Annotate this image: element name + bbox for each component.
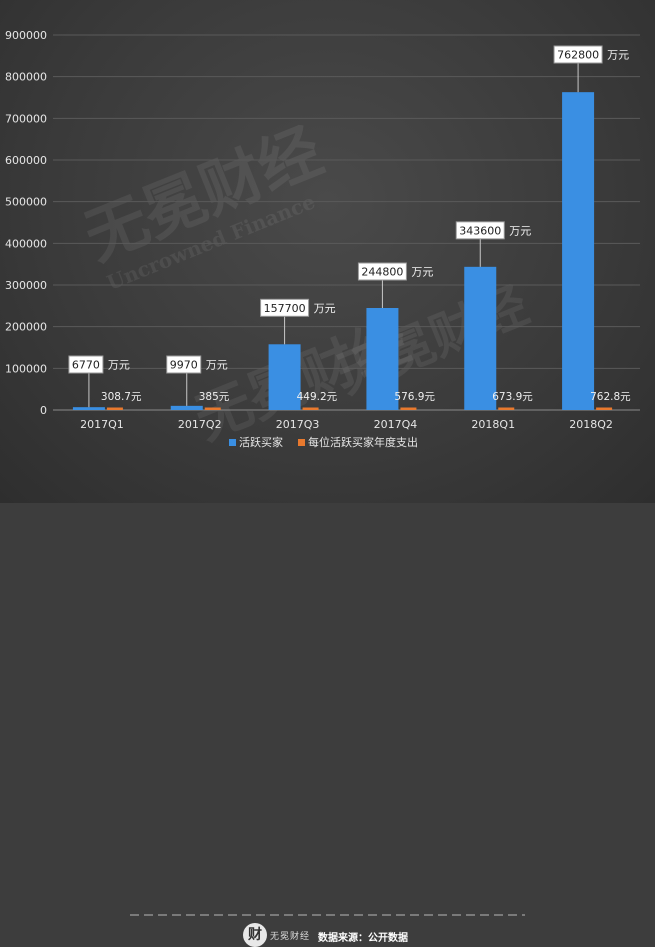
- watermark-text: 无冕财经: [329, 275, 537, 405]
- data-label-value: 157700: [264, 302, 306, 315]
- y-tick-label: 0: [40, 404, 47, 417]
- footer: 财 无冕财经 数据来源：公开数据: [0, 455, 655, 947]
- data-label-box: [357, 262, 407, 281]
- data-source-note: 数据来源：公开数据: [318, 933, 408, 944]
- bar-spend-per-buyer: [596, 407, 613, 410]
- brand-name: 无冕财经: [270, 932, 311, 942]
- y-tick-label: 900000: [5, 29, 47, 42]
- y-tick-label: 700000: [5, 112, 47, 125]
- y-tick-label: 300000: [5, 279, 47, 292]
- data-label-box: [260, 298, 310, 317]
- bar-spend-per-buyer: [106, 407, 123, 410]
- bar-active-buyers: [268, 344, 301, 410]
- y-tick-label: 100000: [5, 362, 47, 375]
- data-label-value: 343600: [459, 224, 501, 237]
- x-tick-label: 2017Q2: [178, 418, 222, 431]
- data-label-unit: 万元: [108, 359, 130, 372]
- data-label-unit: 万元: [411, 266, 433, 279]
- y-tick-label: 600000: [5, 154, 47, 167]
- data-label-spend: 762.8元: [590, 391, 631, 403]
- x-tick-label: 2018Q2: [569, 418, 613, 431]
- data-label-spend: 308.7元: [101, 391, 142, 403]
- brand-logo-icon: 财: [243, 923, 267, 947]
- y-tick-label: 500000: [5, 196, 47, 209]
- data-label-spend: 673.9元: [492, 391, 533, 403]
- data-label-value: 6770: [72, 359, 100, 372]
- legend-label-spend: 每位活跃买家年度支出: [308, 435, 418, 449]
- bar-active-buyers: [170, 405, 203, 410]
- data-label-value: 762800: [557, 49, 599, 62]
- data-label-value: 9970: [170, 359, 198, 372]
- y-tick-label: 800000: [5, 71, 47, 84]
- bar-spend-per-buyer: [302, 407, 319, 410]
- bar-spend-per-buyer: [498, 407, 515, 410]
- data-label-unit: 万元: [509, 224, 531, 237]
- bar-active-buyers: [562, 92, 595, 411]
- legend-label-active-buyers: 活跃买家: [239, 435, 283, 449]
- legend-swatch-active-buyers: [229, 439, 236, 446]
- data-label-box: [455, 221, 505, 240]
- bar-active-buyers: [464, 266, 497, 410]
- x-tick-label: 2017Q4: [374, 418, 418, 431]
- data-label-unit: 万元: [206, 359, 228, 372]
- legend-swatch-spend: [298, 439, 305, 446]
- x-tick-label: 2017Q1: [80, 418, 124, 431]
- data-label-box: [166, 355, 202, 374]
- data-label-unit: 万元: [607, 49, 629, 62]
- footer-divider: [130, 914, 525, 916]
- data-label-spend: 576.9元: [394, 391, 435, 403]
- bar-active-buyers: [366, 308, 399, 410]
- bar-spend-per-buyer: [204, 407, 221, 410]
- data-label-spend: 385元: [199, 391, 230, 403]
- bar-spend-per-buyer: [400, 407, 417, 410]
- x-tick-label: 2018Q1: [471, 418, 515, 431]
- data-label-box: [68, 355, 104, 374]
- bar-active-buyers: [72, 407, 105, 410]
- data-label-box: [553, 45, 603, 64]
- data-label-spend: 449.2元: [297, 391, 338, 403]
- data-label-value: 244800: [361, 266, 403, 279]
- y-tick-label: 400000: [5, 237, 47, 250]
- data-label-unit: 万元: [314, 302, 336, 315]
- y-tick-label: 200000: [5, 321, 47, 334]
- x-tick-label: 2017Q3: [276, 418, 320, 431]
